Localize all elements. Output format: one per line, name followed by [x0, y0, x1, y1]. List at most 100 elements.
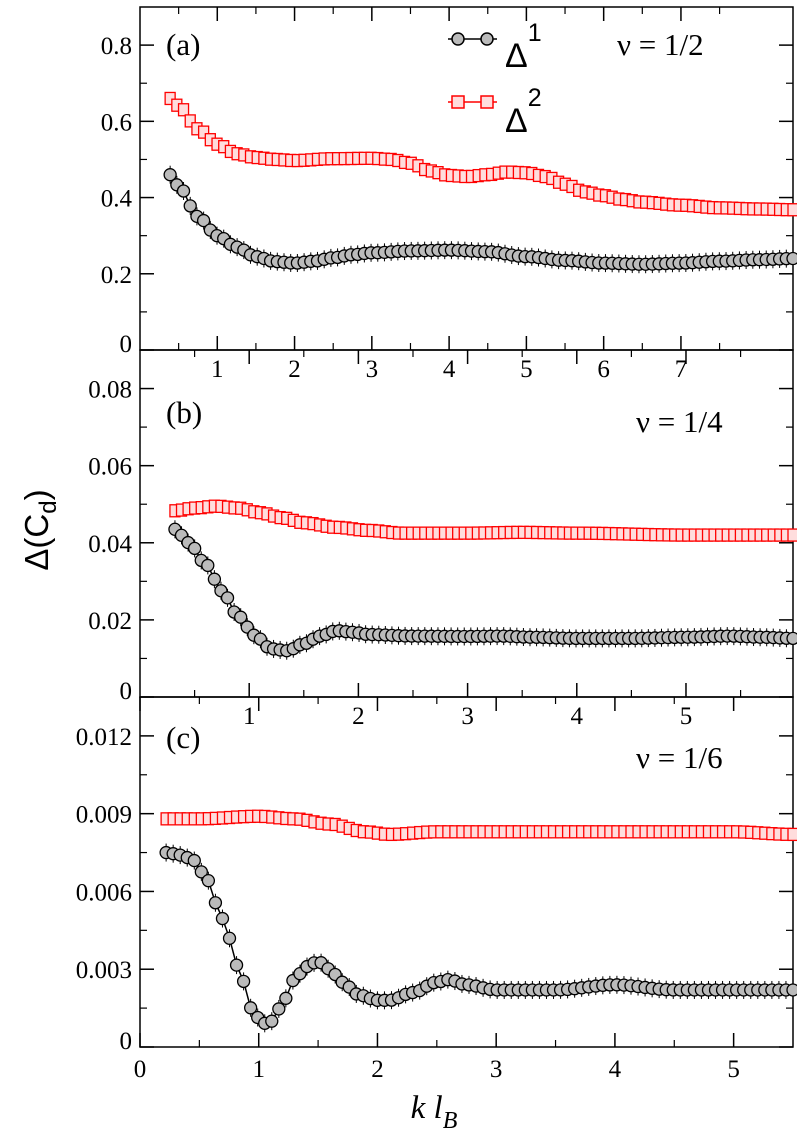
panel-b-delta1-point: [786, 631, 797, 646]
legend-marker-delta1: [451, 32, 465, 46]
panel-c-delta1-point: [236, 974, 251, 989]
panel-c-delta1-point: [201, 874, 216, 888]
y-axis-label: Δ(Cd): [18, 489, 62, 570]
y-axis-label-end: ): [18, 489, 55, 500]
x-axis-label-main: k l: [411, 1090, 443, 1126]
panel-b-frame: [139, 349, 794, 698]
panel-a-xtick-label-4: 5: [520, 356, 533, 383]
panel-b-delta2-point: [787, 528, 797, 542]
panel-c-delta1-point: [194, 865, 208, 879]
panel-b-nu-label: ν = 1/4: [636, 404, 723, 439]
panel-c-series-1-line: [165, 851, 793, 1025]
panel-a-ytick-label-4: 0.8: [101, 33, 132, 60]
panel-a-xtick-label-1: 2: [288, 356, 301, 383]
panel-c-xtick-label-1: 1: [252, 1056, 265, 1083]
panel-b-delta1-point: [201, 558, 215, 573]
panel-a-xtick-label-0: 1: [211, 356, 224, 383]
panel-b-xtick-label-2: 3: [461, 703, 474, 730]
panel-c-ytick-label-3: 0.009: [76, 802, 132, 829]
panel-a-delta2-point: [164, 91, 176, 106]
panel-c-delta1-point: [243, 1001, 258, 1015]
panel-a: (a) ν = 1/2 0 0.2 0.4 0.6 0.8 1 2 3 4 5 6 7: [101, 6, 797, 383]
panel-b-xtick-label-4: 5: [680, 703, 693, 730]
panel-a-delta1-point: [786, 251, 797, 266]
panel-c-frame: [139, 696, 794, 1048]
panel-c-series: [159, 809, 797, 1033]
panel-c-xtick-label-2: 2: [371, 1056, 384, 1083]
panel-a-ticks: 0 0.2 0.4 0.6 0.8 1 2 3 4 5 6 7: [101, 7, 793, 383]
panel-c-delta1-point: [187, 853, 201, 868]
panel-b-xtick-label-1: 2: [352, 703, 365, 730]
panel-b-ytick-label-3: 0.06: [88, 454, 132, 481]
panel-a-label: (a): [166, 27, 200, 62]
y-axis-label-sub: d: [35, 500, 62, 513]
panel-c-delta2-point: [787, 827, 797, 842]
panel-b-delta1-point: [207, 572, 222, 586]
panel-a-delta2-point: [177, 103, 190, 117]
panel-b-delta1-point: [188, 541, 202, 556]
panel-a-xtick-label-3: 4: [443, 356, 456, 383]
panel-a-delta2-point: [197, 125, 210, 139]
legend-marker-delta2: [451, 95, 465, 109]
x-axis-label: k lB: [411, 1090, 458, 1134]
panel-c-ytick-label-4: 0.012: [76, 724, 132, 751]
panel-c-delta1-point: [279, 991, 293, 1005]
panel-a-delta1-point: [176, 184, 191, 198]
panel-b-xtick-label-0: 1: [243, 703, 256, 730]
panel-a-nu-label: ν = 1/2: [617, 27, 704, 62]
panel-a-ytick-label-2: 0.4: [101, 186, 133, 213]
panel-a-delta2-point: [787, 203, 797, 217]
panel-a-xtick-label-2: 3: [366, 356, 379, 383]
panel-a-xtick-label-6: 7: [675, 356, 688, 383]
panel-b-ytick-label-2: 0.04: [88, 531, 132, 558]
panel-a-delta1-point: [196, 213, 211, 228]
panel-c-xtick-label-4: 4: [609, 1056, 622, 1083]
panel-c-delta1-point: [265, 1014, 279, 1028]
panel-a-delta1-point: [183, 199, 197, 213]
panel-c-ticks: 0 0.003 0.006 0.009 0.012 0 1 2 3 4 5: [76, 697, 793, 1083]
panel-c-delta1-point: [222, 931, 237, 945]
panel-b-ytick-label-1: 0.02: [88, 608, 132, 635]
legend-label-delta1-sup: 1: [528, 19, 542, 47]
panel-b-ytick-label-0: 0: [120, 678, 133, 705]
panel-a-delta2-point: [184, 114, 196, 128]
panel-a-ytick-label-3: 0.6: [101, 109, 132, 136]
legend-label-delta1-main: Δ: [505, 37, 528, 75]
panel-c-delta1-point: [208, 896, 223, 910]
panel-c-delta1-point: [786, 983, 797, 997]
panel-c-xtick-label-5: 5: [727, 1056, 740, 1083]
legend-item-delta1: Δ1: [448, 19, 542, 75]
panel-b-series: [168, 499, 797, 660]
panel-b: (b) ν = 1/4 0 0.02 0.04 0.06 0.08 1 2 3 4 5: [88, 349, 797, 730]
panel-c-delta1-point: [229, 958, 244, 972]
legend-label-delta2: Δ2: [505, 84, 542, 140]
panel-c: (c) ν = 1/6 0 0.003 0.006 0.009 0.012 0 1 2 3 4 5: [76, 696, 797, 1083]
legend-label-delta2-sup: 2: [528, 84, 542, 112]
panel-c-xtick-label-0: 0: [134, 1056, 147, 1083]
legend-marker-delta2-end: [480, 95, 494, 109]
panel-c-nu-label: ν = 1/6: [636, 740, 723, 775]
legend-label-delta2-main: Δ: [505, 102, 528, 140]
panel-b-delta1-point: [234, 610, 248, 624]
panel-b-ytick-label-4: 0.08: [88, 377, 132, 404]
x-axis-label-sub: B: [443, 1108, 458, 1134]
legend-label-delta1: Δ1: [505, 19, 542, 75]
panel-c-xtick-label-3: 3: [490, 1056, 503, 1083]
panel-b-delta1-point: [220, 591, 235, 605]
panel-c-label: (c): [166, 720, 200, 755]
panel-b-ticks: 0 0.02 0.04 0.06 0.08 1 2 3 4 5: [88, 350, 793, 730]
y-axis-label-main: Δ(C: [18, 514, 55, 571]
panel-a-delta1-point: [163, 168, 177, 182]
panel-c-ytick-label-1: 0.003: [76, 957, 132, 984]
panel-c-delta1-point: [215, 911, 230, 926]
panel-b-label: (b): [166, 395, 202, 430]
panel-c-ytick-label-2: 0.006: [76, 879, 132, 906]
panel-a-xtick-label-5: 6: [597, 356, 610, 383]
panel-c-ytick-label-0: 0: [120, 1028, 133, 1055]
legend: Δ1 Δ2: [448, 19, 542, 140]
panel-a-series: [163, 91, 797, 274]
legend-marker-delta1-end: [480, 32, 494, 46]
legend-item-delta2: Δ2: [448, 84, 542, 140]
panel-a-ytick-label-0: 0: [120, 331, 133, 358]
